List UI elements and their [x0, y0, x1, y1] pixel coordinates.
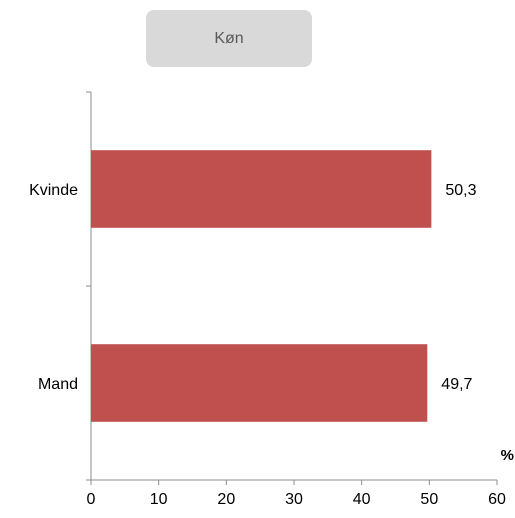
category-label: Kvinde [29, 182, 78, 199]
x-tick-label: 10 [150, 491, 168, 508]
bar-kvinde [91, 150, 432, 228]
x-tick-label: 60 [488, 491, 506, 508]
chart-title: Køn [146, 10, 312, 67]
x-tick-label: 0 [87, 491, 96, 508]
data-label: 50,3 [445, 182, 476, 199]
x-tick-label: 40 [353, 491, 371, 508]
x-tick-label: 20 [217, 491, 235, 508]
bar-mand [91, 344, 428, 422]
x-tick-label: 30 [285, 491, 303, 508]
data-label: 49,7 [441, 376, 472, 393]
category-label: Mand [38, 376, 78, 393]
x-unit-label: % [501, 447, 514, 464]
x-tick-label: 50 [420, 491, 438, 508]
labels: Kvinde 50,3 Mand 49,7 [29, 182, 477, 393]
bars [91, 150, 432, 422]
